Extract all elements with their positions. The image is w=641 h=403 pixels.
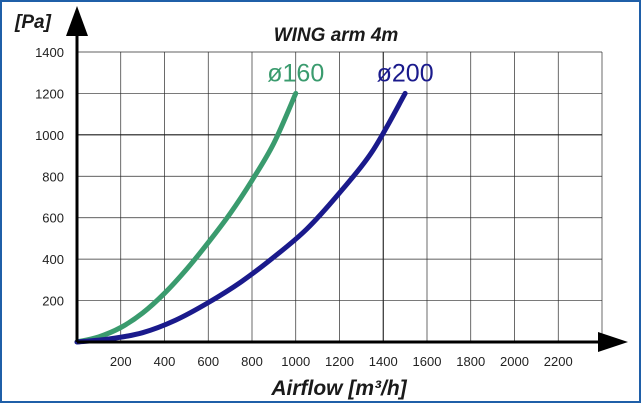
y-tick-label: 1200 [35,86,64,101]
x-tick-label: 600 [197,354,219,369]
chart-title: WING arm 4m [274,25,399,46]
x-tick-label: 1800 [456,354,485,369]
y-tick-label: 200 [42,294,64,309]
x-axis-arrow [598,332,628,352]
y-tick-label: 1400 [35,45,64,60]
grid-layer [77,51,603,342]
y-tick-label: 1000 [35,128,64,143]
x-tick-label: 400 [154,354,176,369]
x-tick-label: 2000 [500,354,529,369]
y-axis-arrow [66,6,88,36]
x-tick-label: 1600 [413,354,442,369]
x-tick-label: 200 [110,354,132,369]
axis-layer [66,6,628,352]
series-label-d160: ø160 [267,59,324,87]
series-label-d200: ø200 [377,59,434,87]
y-tick-label: 800 [42,169,64,184]
x-tick-label: 1200 [325,354,354,369]
y-tick-label: 600 [42,211,64,226]
x-tick-label: 2200 [544,354,573,369]
x-tick-label: 1400 [369,354,398,369]
label-layer: 200 400 600 800 1000 1200 1400 1600 1800 2000 2200… [35,45,573,369]
x-tick-label: 800 [241,354,263,369]
series-line-d200 [74,90,408,345]
series-line-d160 [74,90,299,345]
series-layer [74,90,408,345]
x-axis-label: Airflow [m³/h] [270,377,407,400]
y-axis-label: [Pa] [14,12,52,33]
x-tick-label: 1000 [281,354,310,369]
y-tick-label: 400 [42,252,64,267]
